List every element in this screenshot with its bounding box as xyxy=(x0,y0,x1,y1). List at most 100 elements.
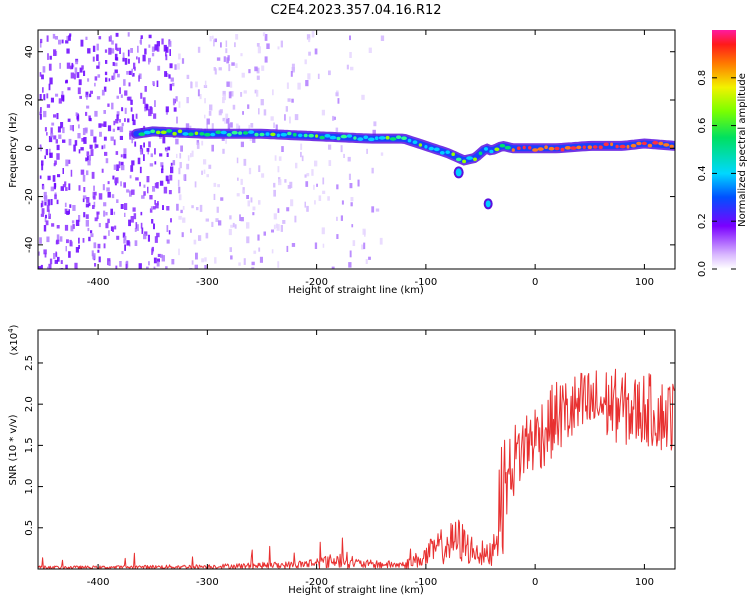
spectrogram-cell xyxy=(311,31,315,38)
ridge-core-cell xyxy=(412,140,418,144)
spectrogram-cell xyxy=(156,232,160,238)
spectrogram-cell xyxy=(53,163,56,167)
ridge-blob-core xyxy=(485,200,491,208)
spectrogram-cell xyxy=(65,187,68,191)
spectrogram-cell xyxy=(98,256,101,263)
ridge-core-cell xyxy=(340,134,348,139)
ridge-core-cell xyxy=(636,141,642,146)
ridge-core-cell xyxy=(564,146,572,150)
spectrogram-cell xyxy=(76,113,79,120)
spectrogram-cell xyxy=(230,122,233,128)
spectrogram-cell xyxy=(113,211,116,215)
spectrogram-cell xyxy=(229,81,233,88)
spectrogram-cell xyxy=(165,106,169,113)
ridge-core-cell xyxy=(647,143,653,148)
spectrogram-cell xyxy=(234,224,237,229)
spectrogram-cell xyxy=(96,65,100,69)
spectrogram-cell xyxy=(300,143,303,150)
spectrogram-cell xyxy=(332,115,335,121)
spectrogram-cell xyxy=(347,156,351,162)
spectrogram-cell xyxy=(274,155,277,161)
spectrogram-cell xyxy=(237,177,239,181)
spectrogram-cell xyxy=(307,73,311,80)
spectrogram-cell xyxy=(256,75,260,80)
spectrogram-cell xyxy=(98,36,102,40)
spectrogram-cell xyxy=(72,224,75,229)
ridge-core-cell xyxy=(150,129,156,134)
spectrogram-cell xyxy=(105,212,108,216)
spectrogram-cell xyxy=(194,264,198,269)
spectrogram-cell xyxy=(80,147,84,151)
spectrogram-cell xyxy=(297,82,301,90)
spectrogram-cell xyxy=(66,62,71,69)
spectrogram-cell xyxy=(105,60,108,64)
spectrogram-cell xyxy=(155,203,159,209)
spectrogram-cell xyxy=(198,235,202,241)
spectrogram-cell xyxy=(79,95,82,99)
spectrogram-cell xyxy=(116,47,119,52)
spectrogram-cell xyxy=(55,93,59,97)
spectrogram-cell xyxy=(81,65,84,70)
spectrogram-cell xyxy=(85,214,89,219)
spectrogram-cell xyxy=(75,247,79,253)
spectrogram-cell xyxy=(151,52,155,57)
spectrogram-cell xyxy=(89,93,92,98)
spectrogram-cell xyxy=(48,63,52,71)
spectrogram-cell xyxy=(143,191,146,196)
spectrogram-cell xyxy=(225,40,228,47)
spectrogram-cell xyxy=(154,200,156,205)
x-tick-label: -300 xyxy=(196,577,219,588)
spectrogram-cell xyxy=(93,136,97,143)
spectrogram-cell xyxy=(211,144,214,152)
spectrogram-cell xyxy=(175,96,178,102)
spectrogram-cell xyxy=(186,97,189,104)
spectrogram-cell xyxy=(197,89,200,97)
spectrogram-cell xyxy=(66,239,69,244)
spectrogram-cell xyxy=(186,163,190,170)
spectrogram-cell xyxy=(134,240,138,246)
spectrogram-cell xyxy=(169,83,172,91)
spectrogram-x-ticks: -400 -300 -200 -100 0 100 xyxy=(87,30,654,288)
spectrogram-cell xyxy=(348,262,352,268)
spectrogram-cell xyxy=(222,148,225,154)
spectrogram-cell xyxy=(78,149,81,154)
spectrogram-cell xyxy=(175,138,179,145)
spectrogram-cell xyxy=(305,181,309,187)
spectrogram-cell xyxy=(168,40,172,47)
ridge-core-cell xyxy=(346,134,353,138)
spectrogram-cell xyxy=(273,224,276,230)
spectrogram-cell xyxy=(78,237,80,244)
spectrogram-cell xyxy=(185,123,190,131)
spectrogram-cell xyxy=(47,175,51,181)
spectrogram-cell xyxy=(163,44,167,52)
spectrogram-cell xyxy=(328,70,331,76)
spectrogram-cell xyxy=(246,195,249,199)
spectrogram-cell xyxy=(89,90,93,94)
spectrogram-cell xyxy=(72,205,76,211)
spectrogram-cell xyxy=(139,145,143,152)
spectrogram-cell xyxy=(108,78,111,82)
spectrogram-cell xyxy=(93,191,97,196)
ridge-core-cell xyxy=(324,134,331,138)
spectrogram-cell xyxy=(305,80,309,87)
spectrogram-cell xyxy=(172,160,176,166)
spectrogram-cell xyxy=(178,101,181,108)
spectrogram-cell xyxy=(146,148,150,152)
y-tick-label: 0.5 xyxy=(24,520,35,536)
spectrogram-cell xyxy=(196,140,200,145)
spectrogram-cell xyxy=(197,46,201,53)
spectrogram-cell xyxy=(93,242,97,249)
spectrogram-cell xyxy=(138,57,140,64)
spectrogram-cell xyxy=(216,57,221,61)
spectrogram-cell xyxy=(89,117,92,122)
spectrogram-cell xyxy=(40,213,45,217)
spectrogram-cell xyxy=(164,71,168,77)
spectrogram-cell xyxy=(166,73,169,77)
spectrogram-cell xyxy=(47,53,49,60)
spectrogram-cell xyxy=(221,137,225,141)
spectrogram-cell xyxy=(314,160,318,167)
spectrogram-cell xyxy=(228,64,231,72)
ridge-core-cell xyxy=(220,130,227,135)
spectrogram-cell xyxy=(115,151,119,155)
spectrogram-cell xyxy=(49,258,53,265)
